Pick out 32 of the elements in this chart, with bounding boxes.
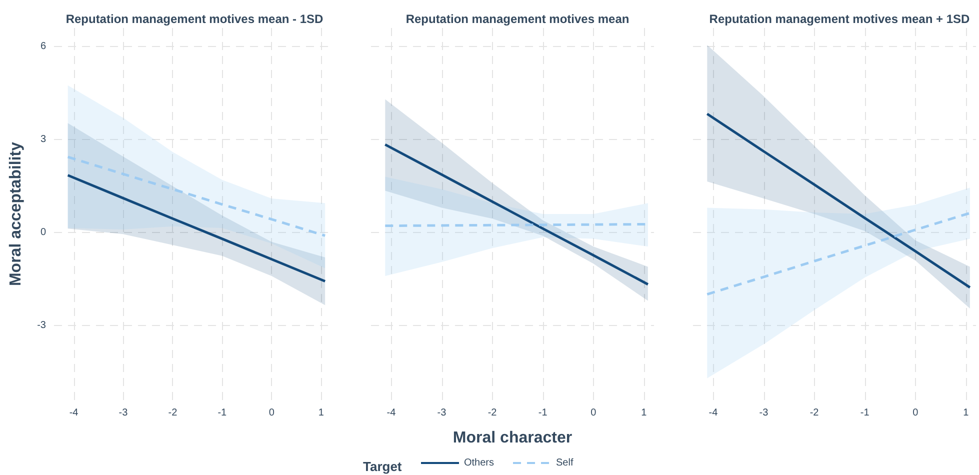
- legend-title: Target: [363, 459, 402, 474]
- chart-title: Reputation management motives mean + 1SD: [709, 12, 970, 26]
- x-tick-label: 0: [912, 408, 919, 418]
- y-tick-label: 6: [40, 41, 46, 52]
- x-tick-label: -4: [69, 408, 79, 418]
- x-axis-title: Moral character: [452, 430, 572, 446]
- line-series: [66, 156, 326, 237]
- chart-title: Reputation management motives mean - 1SD: [66, 12, 324, 26]
- x-tick-label: 0: [268, 408, 275, 418]
- x-tick-label: -3: [118, 408, 128, 418]
- y-axis-title: Moral acceptability: [8, 142, 24, 286]
- x-tick-label: -1: [538, 408, 548, 418]
- x-tick-label: -1: [860, 408, 870, 418]
- x-tick-label: -4: [386, 408, 396, 418]
- x-tick-label: 1: [641, 408, 648, 418]
- y-tick-label: -3: [37, 320, 46, 332]
- x-tick-label: -3: [437, 408, 447, 418]
- x-tick-label: 0: [590, 408, 597, 418]
- x-tick-label: -4: [708, 408, 718, 418]
- x-tick-label: -3: [759, 408, 769, 418]
- x-tick-label: -2: [488, 408, 498, 418]
- legend-label: Others: [464, 458, 494, 468]
- x-tick-label: -1: [218, 408, 228, 418]
- y-tick-label: 3: [40, 134, 46, 146]
- x-tick-label: 1: [318, 408, 324, 418]
- x-tick-label: -2: [810, 408, 820, 418]
- x-tick-label: 1: [963, 408, 970, 418]
- x-tick-label: -2: [168, 408, 178, 418]
- line-series: [66, 174, 326, 283]
- legend-label: Self: [556, 458, 574, 468]
- chart-title: Reputation management motives mean: [406, 12, 630, 26]
- y-tick-label: 0: [40, 227, 46, 238]
